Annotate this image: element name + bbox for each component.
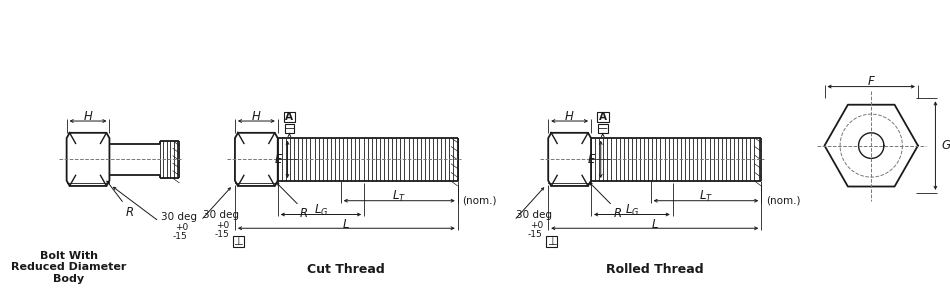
Bar [597, 112, 609, 122]
Text: $L_G$: $L_G$ [314, 203, 328, 218]
Text: R: R [126, 206, 134, 219]
Text: 30 deg: 30 deg [161, 213, 197, 223]
Text: G: G [941, 139, 950, 152]
Text: R: R [300, 207, 308, 220]
Bar [233, 236, 244, 247]
Text: +0: +0 [530, 221, 543, 230]
Text: +0: +0 [217, 221, 230, 230]
Text: H: H [252, 110, 261, 123]
Text: L: L [343, 218, 350, 231]
Text: F: F [868, 75, 875, 88]
Bar [284, 112, 295, 122]
Text: —: — [285, 124, 294, 133]
Text: $L_T$: $L_T$ [699, 189, 713, 204]
Text: ⊥: ⊥ [547, 237, 557, 246]
Text: Cut Thread: Cut Thread [308, 263, 385, 277]
Text: -15: -15 [215, 230, 229, 239]
Text: $L_T$: $L_T$ [392, 189, 407, 204]
Text: +0: +0 [175, 223, 188, 232]
Text: H: H [565, 110, 574, 123]
Text: E: E [587, 153, 595, 166]
Text: 30 deg: 30 deg [516, 211, 552, 220]
Text: L: L [652, 218, 658, 231]
Text: Rolled Thread: Rolled Thread [606, 263, 704, 277]
Text: A: A [598, 112, 607, 122]
Text: E: E [275, 153, 281, 166]
Text: ⊥: ⊥ [234, 237, 243, 246]
Bar [598, 124, 608, 133]
Bar [546, 236, 557, 247]
Text: R: R [614, 207, 621, 220]
Text: $L_G$: $L_G$ [624, 203, 639, 218]
Text: -15: -15 [528, 230, 542, 239]
Text: -15: -15 [173, 232, 187, 241]
Text: A: A [285, 112, 294, 122]
Text: 30 deg: 30 deg [203, 211, 238, 220]
Text: H: H [84, 110, 92, 123]
Bar [285, 124, 294, 133]
Text: —: — [598, 124, 608, 133]
Text: (nom.): (nom.) [463, 196, 497, 206]
Text: (nom.): (nom.) [766, 196, 801, 206]
Text: Bolt With
Reduced Diameter
Body: Bolt With Reduced Diameter Body [10, 251, 126, 284]
